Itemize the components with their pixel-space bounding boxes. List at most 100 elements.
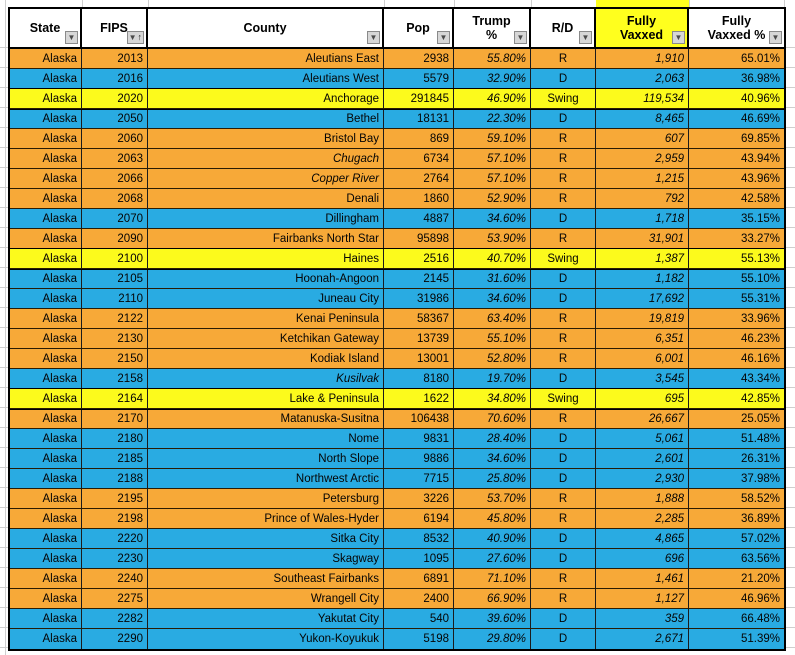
cell-pop[interactable]: 4887: [384, 209, 454, 228]
cell-state[interactable]: Alaska: [10, 209, 82, 228]
cell-pop[interactable]: 2516: [384, 249, 454, 268]
cell-rd[interactable]: D: [531, 469, 596, 488]
cell-county[interactable]: Yakutat City: [148, 609, 384, 628]
cell-trump[interactable]: 70.60%: [454, 409, 531, 428]
cell-vaxxed-pct[interactable]: 43.94%: [740, 152, 780, 165]
cell-state[interactable]: Alaska: [10, 349, 82, 368]
cell-rd[interactable]: D: [531, 209, 596, 228]
cell-fips[interactable]: 2130: [82, 329, 148, 348]
cell-vaxxed-pct[interactable]: 55.13%: [740, 252, 780, 265]
cell-vaxxed[interactable]: 696: [596, 549, 689, 568]
filter-dropdown-icon[interactable]: ▼: [769, 31, 782, 44]
cell-trump[interactable]: 45.80%: [454, 509, 531, 528]
filter-dropdown-icon[interactable]: ▼: [514, 31, 527, 44]
cell-county[interactable]: Lake & Peninsula: [148, 389, 384, 408]
cell-vaxxed-pct[interactable]: 26.31%: [740, 452, 780, 465]
cell-vaxxed-pct[interactable]: 25.05%: [740, 412, 780, 425]
cell-trump[interactable]: 34.60%: [454, 449, 531, 468]
cell-pop[interactable]: 8532: [384, 529, 454, 548]
cell-vaxxed-pct[interactable]: 57.02%: [740, 532, 780, 545]
cell-county[interactable]: Kenai Peninsula: [148, 309, 384, 328]
cell-rd[interactable]: D: [531, 109, 596, 128]
cell-trump[interactable]: 40.70%: [454, 249, 531, 268]
column-header-fips[interactable]: FIPS ▼ ↑: [82, 9, 148, 47]
cell-vaxxed[interactable]: 2,063: [596, 69, 689, 88]
cell-trump[interactable]: 34.60%: [454, 289, 531, 308]
cell-fips[interactable]: 2063: [82, 149, 148, 168]
cell-vaxxed[interactable]: 4,865: [596, 529, 689, 548]
cell-county[interactable]: Skagway: [148, 549, 384, 568]
cell-state[interactable]: Alaska: [10, 469, 82, 488]
cell-trump[interactable]: 34.60%: [454, 209, 531, 228]
cell-pop[interactable]: 58367: [384, 309, 454, 328]
cell-fips[interactable]: 2090: [82, 229, 148, 248]
cell-state[interactable]: Alaska: [10, 429, 82, 448]
cell-trump[interactable]: 52.80%: [454, 349, 531, 368]
cell-pop[interactable]: 8180: [384, 369, 454, 388]
cell-vaxxed[interactable]: 1,182: [596, 269, 689, 288]
cell-trump[interactable]: 31.60%: [454, 269, 531, 288]
cell-vaxxed-pct[interactable]: 36.98%: [740, 72, 780, 85]
cell-pop[interactable]: 6194: [384, 509, 454, 528]
cell-vaxxed[interactable]: 3,545: [596, 369, 689, 388]
cell-pop[interactable]: 9886: [384, 449, 454, 468]
cell-vaxxed-pct[interactable]: 35.15%: [740, 212, 780, 225]
cell-fips[interactable]: 2220: [82, 529, 148, 548]
cell-pop[interactable]: 5198: [384, 629, 454, 649]
cell-vaxxed[interactable]: 695: [596, 389, 689, 408]
cell-county[interactable]: Juneau City: [148, 289, 384, 308]
cell-rd[interactable]: D: [531, 269, 596, 288]
cell-rd[interactable]: R: [531, 189, 596, 208]
cell-state[interactable]: Alaska: [10, 309, 82, 328]
cell-trump[interactable]: 19.70%: [454, 369, 531, 388]
cell-vaxxed[interactable]: 1,215: [596, 169, 689, 188]
cell-vaxxed[interactable]: 119,534: [596, 89, 689, 108]
cell-state[interactable]: Alaska: [10, 69, 82, 88]
filter-dropdown-icon[interactable]: ▼: [672, 31, 685, 44]
cell-state[interactable]: Alaska: [10, 109, 82, 128]
cell-rd[interactable]: R: [531, 509, 596, 528]
cell-trump[interactable]: 34.80%: [454, 389, 531, 408]
cell-county[interactable]: Southeast Fairbanks: [148, 569, 384, 588]
cell-fips[interactable]: 2060: [82, 129, 148, 148]
cell-rd[interactable]: R: [531, 149, 596, 168]
cell-vaxxed-pct[interactable]: 33.27%: [740, 232, 780, 245]
cell-state[interactable]: Alaska: [10, 229, 82, 248]
cell-county[interactable]: Copper River: [148, 169, 384, 188]
cell-vaxxed[interactable]: 607: [596, 129, 689, 148]
cell-vaxxed[interactable]: 2,959: [596, 149, 689, 168]
cell-state[interactable]: Alaska: [10, 509, 82, 528]
cell-state[interactable]: Alaska: [10, 449, 82, 468]
cell-vaxxed-pct[interactable]: 21.20%: [740, 572, 780, 585]
cell-trump[interactable]: 71.10%: [454, 569, 531, 588]
cell-rd[interactable]: D: [531, 609, 596, 628]
cell-rd[interactable]: R: [531, 489, 596, 508]
cell-county[interactable]: North Slope: [148, 449, 384, 468]
cell-trump[interactable]: 57.10%: [454, 169, 531, 188]
cell-county[interactable]: Kusilvak: [148, 369, 384, 388]
cell-pop[interactable]: 2938: [384, 49, 454, 68]
cell-fips[interactable]: 2198: [82, 509, 148, 528]
filter-dropdown-icon[interactable]: ▼ ↑: [126, 31, 144, 44]
cell-vaxxed-pct[interactable]: 43.34%: [740, 372, 780, 385]
filter-dropdown-icon[interactable]: ▼: [437, 31, 450, 44]
cell-county[interactable]: Hoonah-Angoon: [148, 269, 384, 288]
cell-trump[interactable]: 27.60%: [454, 549, 531, 568]
cell-pop[interactable]: 18131: [384, 109, 454, 128]
cell-vaxxed-pct[interactable]: 37.98%: [740, 472, 780, 485]
column-header-county[interactable]: County ▼: [148, 9, 384, 47]
cell-state[interactable]: Alaska: [10, 249, 82, 268]
cell-vaxxed-pct[interactable]: 51.39%: [740, 633, 780, 645]
filter-dropdown-icon[interactable]: ▼: [579, 31, 592, 44]
cell-rd[interactable]: D: [531, 529, 596, 548]
cell-rd[interactable]: R: [531, 349, 596, 368]
cell-trump[interactable]: 28.40%: [454, 429, 531, 448]
cell-fips[interactable]: 2013: [82, 49, 148, 68]
cell-state[interactable]: Alaska: [10, 289, 82, 308]
cell-fips[interactable]: 2020: [82, 89, 148, 108]
cell-county[interactable]: Aleutians East: [148, 49, 384, 68]
cell-vaxxed-pct[interactable]: 36.89%: [740, 512, 780, 525]
cell-rd[interactable]: R: [531, 329, 596, 348]
cell-vaxxed[interactable]: 5,061: [596, 429, 689, 448]
cell-fips[interactable]: 2275: [82, 589, 148, 608]
